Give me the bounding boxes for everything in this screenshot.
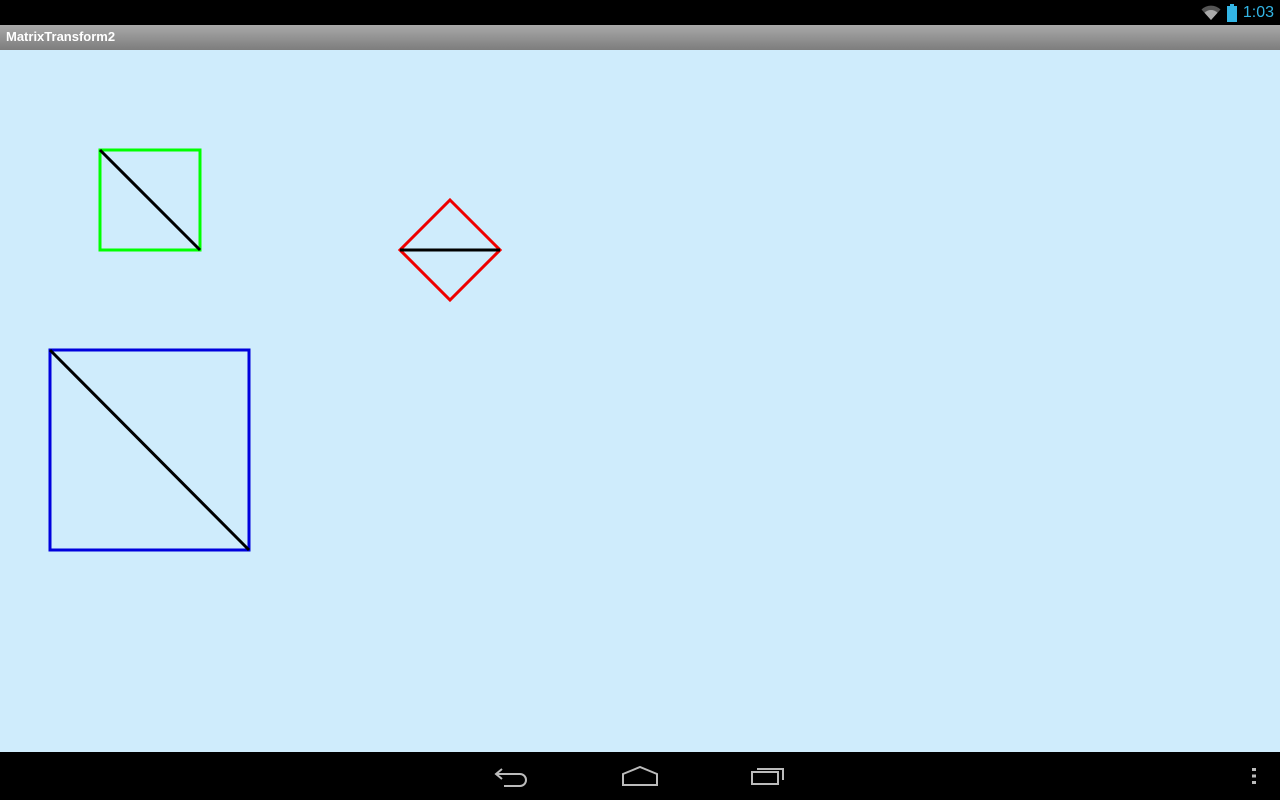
status-clock: 1:03	[1242, 3, 1274, 21]
shapes-layer	[48, 148, 503, 552]
navigation-bar	[0, 752, 1280, 800]
back-button[interactable]	[480, 752, 544, 800]
wifi-icon	[1201, 5, 1221, 20]
recent-apps-icon	[751, 768, 784, 785]
red-diamond	[397, 197, 503, 303]
green-square-diagonal	[98, 148, 202, 252]
home-icon	[622, 766, 658, 786]
status-bar: 1:03	[0, 0, 1280, 25]
battery-icon	[1226, 3, 1237, 22]
blue-square	[48, 348, 251, 552]
status-icons: 1:03	[1201, 0, 1274, 25]
green-square	[98, 148, 202, 252]
app-title-bar: MatrixTransform2	[0, 25, 1280, 50]
recent-apps-button[interactable]	[736, 752, 800, 800]
overflow-menu-icon	[1252, 768, 1256, 784]
drawing-canvas[interactable]	[0, 50, 1280, 752]
blue-square-diagonal	[48, 348, 251, 552]
green-square-outline	[98, 148, 202, 252]
home-button[interactable]	[608, 752, 672, 800]
app-title: MatrixTransform2	[6, 29, 116, 44]
blue-square-outline	[48, 348, 251, 552]
back-icon	[494, 768, 527, 787]
red-diamond-outline	[397, 197, 503, 303]
overflow-menu-button[interactable]	[1238, 752, 1270, 800]
